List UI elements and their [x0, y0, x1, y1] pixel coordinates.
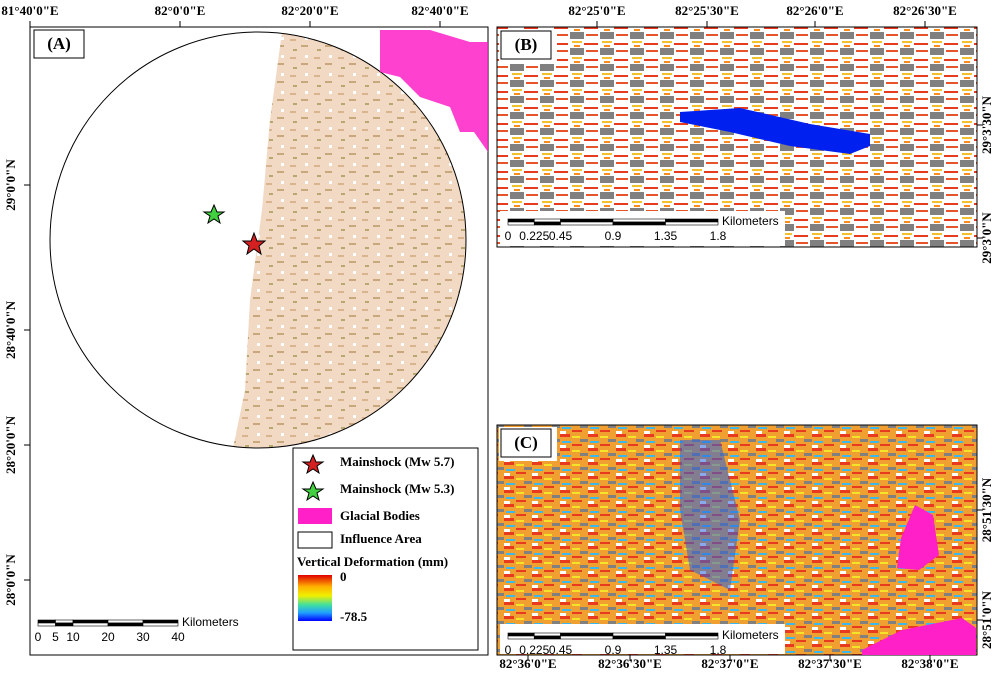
coord-label: 82°25'0"E	[568, 3, 625, 18]
panel-label: (B)	[515, 35, 538, 54]
scale-segment	[508, 222, 534, 225]
scale-segment	[561, 636, 614, 639]
legend-label: -78.5	[340, 609, 368, 624]
scale-label: 40	[171, 630, 185, 644]
legend-swatch	[298, 532, 332, 548]
scale-segment	[56, 620, 74, 623]
coord-label: 82°26'0"E	[786, 3, 843, 18]
coord-label: 82°0'0"E	[155, 3, 206, 18]
coord-label: 82°25'30"E	[675, 3, 739, 18]
scale-unit: Kilometers	[722, 214, 779, 228]
scale-label: 5	[52, 630, 59, 644]
scale-label: 0.9	[605, 229, 622, 243]
scale-segment	[613, 636, 666, 639]
scale-label: 0	[35, 630, 42, 644]
legend-label: 0	[340, 569, 347, 584]
coord-label: 82°20'0"E	[281, 3, 338, 18]
legend-label: Mainshock (Mw 5.3)	[340, 481, 454, 496]
scale-segment	[143, 620, 178, 623]
legend-label: Glacial Bodies	[340, 508, 420, 523]
figure: (A) (B) (C) 81°40'0"E 82°0'0"E 82°20'0"E 82°40…	[0, 0, 994, 675]
scale-label: 1.8	[710, 229, 727, 243]
coord-label: 29°0'0"N	[3, 159, 18, 211]
scale-label: 1.35	[654, 643, 678, 657]
scale-segment	[56, 623, 74, 626]
legend-title: Vertical Deformation (mm)	[297, 554, 448, 569]
panel-label: (A)	[47, 34, 71, 53]
scale-segment	[561, 219, 614, 222]
scale-segment	[666, 636, 719, 639]
scale-segment	[534, 633, 560, 636]
scale-segment	[666, 633, 719, 636]
scale-segment	[613, 633, 666, 636]
scale-label: 20	[101, 630, 115, 644]
scale-segment	[143, 623, 178, 626]
scale-segment	[508, 636, 534, 639]
scale-segment	[108, 623, 143, 626]
scale-segment	[561, 222, 614, 225]
legend-ramp	[298, 575, 332, 621]
panel-label: (C)	[514, 433, 538, 452]
legend-label: Mainshock (Mw 5.7)	[340, 454, 454, 469]
scale-label: 1.8	[710, 643, 727, 657]
legend-swatch	[298, 508, 332, 524]
scale-segment	[613, 219, 666, 222]
legend-label: Influence Area	[340, 531, 422, 546]
coord-label: 28°40'0"N	[3, 300, 18, 359]
coord-label: 82°40'0"E	[411, 3, 468, 18]
scale-segment	[38, 620, 56, 623]
scale-segment	[613, 222, 666, 225]
scale-segment	[108, 620, 143, 623]
scale-unit: Kilometers	[182, 615, 239, 629]
scale-unit: Kilometers	[722, 628, 779, 642]
scale-segment	[534, 222, 560, 225]
scale-segment	[666, 219, 719, 222]
scale-label: 0	[505, 643, 512, 657]
scale-segment	[666, 222, 719, 225]
scale-segment	[534, 636, 560, 639]
scale-label: 0.225	[519, 643, 549, 657]
scale-segment	[73, 620, 108, 623]
scale-segment	[561, 633, 614, 636]
coord-label: 81°40'0"E	[1, 3, 58, 18]
scale-segment	[508, 633, 534, 636]
scale-label: 0.9	[605, 643, 622, 657]
scale-segment	[73, 623, 108, 626]
scale-label: 1.35	[654, 229, 678, 243]
coord-label: 28°20'0"N	[3, 415, 18, 474]
scale-label: 0.225	[519, 229, 549, 243]
scale-label: 30	[136, 630, 150, 644]
scale-label: 0.45	[549, 229, 573, 243]
coord-label: 82°26'30"E	[893, 3, 957, 18]
scale-segment	[508, 219, 534, 222]
scale-label: 0	[505, 229, 512, 243]
scale-segment	[38, 623, 56, 626]
scale-label: 10	[66, 630, 80, 644]
scale-label: 0.45	[549, 643, 573, 657]
scale-segment	[534, 219, 560, 222]
coord-label: 28°0'0"N	[3, 554, 18, 606]
